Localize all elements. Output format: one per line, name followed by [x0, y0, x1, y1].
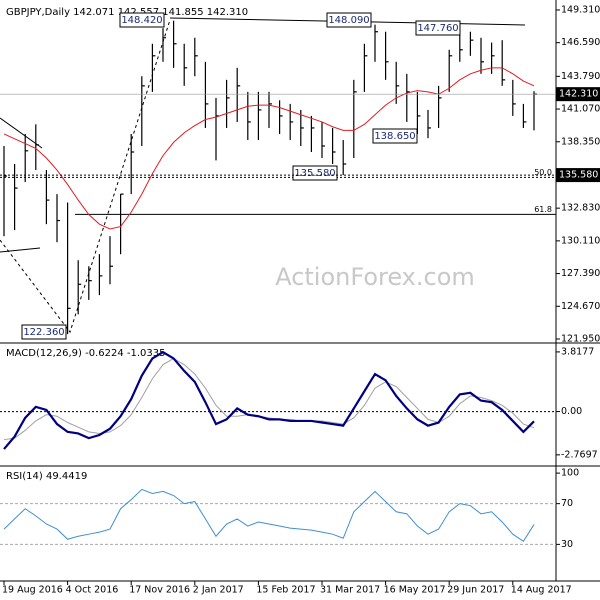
annotation-box [21, 324, 67, 340]
y-tick-label: 121.950 [561, 333, 600, 344]
annotation: 138.650 [374, 131, 415, 142]
x-tick-label: 29 Jun 2017 [447, 585, 504, 596]
annotation-box [326, 12, 372, 28]
watermark: ActionForex.com [275, 263, 475, 291]
y-tick-label: 138.350 [561, 136, 600, 147]
fib-label: 50.0 [534, 168, 552, 177]
y-tick-label: 141.070 [561, 104, 600, 115]
y-tick-label: 149.310 [561, 4, 600, 15]
trend-line [0, 117, 43, 149]
x-tick-label: 14 Aug 2017 [511, 585, 572, 596]
x-tick-label: 4 Oct 2016 [66, 585, 119, 596]
y-tick-label: 132.830 [561, 203, 600, 214]
y-tick-label: 143.790 [561, 71, 600, 82]
rsi-line [3, 488, 535, 543]
trend-line [0, 247, 41, 253]
x-tick-label: 2 Jan 2017 [193, 585, 244, 596]
y-tick-label: 100 [561, 468, 579, 479]
macd-title: MACD(12,26,9) -0.6224 -1.0335 [6, 348, 166, 359]
y-tick-label: 146.590 [561, 37, 600, 48]
y-tick-label: -2.7697 [561, 449, 598, 460]
y-tick-label: 30 [561, 539, 573, 550]
annotation-box [372, 128, 418, 144]
last-price-label: 142.310 [559, 89, 598, 100]
y-tick-label: 3.8177 [561, 346, 594, 357]
macd-signal [3, 357, 535, 441]
fib-label: 61.8 [534, 205, 552, 214]
x-tick-label: 19 Aug 2016 [2, 585, 63, 596]
hline-price-box [556, 168, 600, 183]
x-tick-label: 15 Feb 2017 [256, 585, 315, 596]
x-tick-label: 31 Mar 2017 [320, 585, 380, 596]
moving-average [3, 67, 535, 230]
y-tick-label: 127.390 [561, 268, 600, 279]
annotation: 148.090 [328, 15, 369, 26]
annotation: 147.760 [417, 23, 458, 34]
hline-price-label: 135.580 [559, 170, 598, 181]
annotation: 135.580 [294, 168, 335, 179]
x-tick-label: 17 Nov 2016 [129, 585, 190, 596]
annotation-box [119, 12, 165, 28]
y-tick-label: 124.670 [561, 301, 600, 312]
y-tick-label: 130.110 [561, 235, 600, 246]
macd-main [3, 350, 535, 450]
last-price-box [556, 87, 600, 102]
annotation-box [415, 20, 461, 36]
annotation: 122.360 [23, 327, 64, 338]
annotation: 148.420 [121, 15, 162, 26]
rsi-title: RSI(14) 49.4419 [6, 471, 87, 482]
annotation-box [292, 165, 338, 181]
x-tick-label: 16 May 2017 [384, 585, 446, 596]
y-tick-label: 70 [561, 498, 573, 509]
swing-line [0, 19, 171, 334]
y-tick-label: 0.00 [561, 406, 582, 417]
